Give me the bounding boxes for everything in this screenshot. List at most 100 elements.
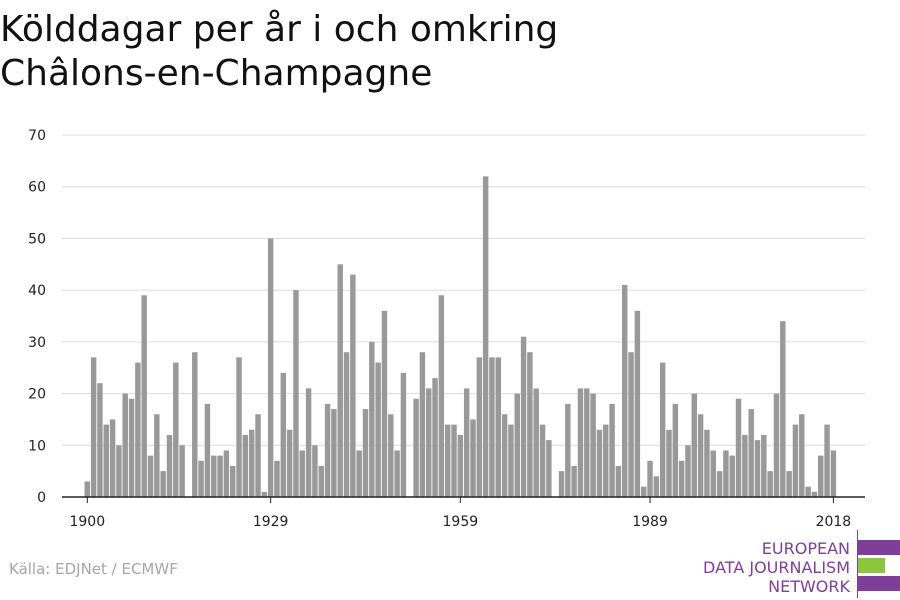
bar-2012 — [792, 424, 799, 497]
bar-1976 — [565, 403, 571, 497]
bar-1928 — [261, 491, 268, 497]
bar-1994 — [678, 460, 685, 497]
chart-title: Kölddagar per år i och omkring Châlons-e… — [0, 8, 558, 96]
bar-2014 — [805, 486, 811, 497]
bar-1975 — [558, 471, 565, 497]
bar-1993 — [672, 403, 679, 497]
y-axis: 0 10 20 30 40 50 60 70 — [28, 128, 46, 506]
x-tick-label-2018: 2018 — [816, 514, 852, 530]
y-tick-label-30: 30 — [28, 335, 46, 351]
bar-1968 — [514, 393, 520, 497]
bar-1931 — [280, 372, 287, 497]
bar-1911 — [154, 414, 160, 497]
y-tick-label-10: 10 — [28, 438, 46, 454]
bar-1919 — [204, 403, 211, 497]
bar-1984 — [615, 465, 622, 497]
bar-1982 — [603, 424, 609, 497]
bar-2001 — [723, 450, 729, 497]
x-tick-label-1959: 1959 — [443, 514, 479, 530]
bar-1945 — [369, 341, 375, 497]
bar-1956 — [438, 295, 445, 497]
bar-1978 — [577, 388, 584, 497]
bar-1926 — [248, 429, 255, 497]
bar-2009 — [773, 393, 780, 497]
bar-1940 — [337, 264, 343, 497]
logo-bar-bottom — [858, 576, 900, 591]
bar-1933 — [293, 290, 299, 497]
bar-2005 — [748, 409, 754, 497]
bar-2000 — [716, 471, 723, 497]
bar-1995 — [685, 445, 691, 497]
bar-1970 — [527, 352, 533, 497]
bar-2011 — [786, 471, 792, 497]
bar-2004 — [742, 434, 748, 497]
bar-1908 — [135, 362, 141, 497]
bar-1924 — [236, 357, 242, 497]
bar-2003 — [735, 398, 742, 497]
bar-1917 — [192, 352, 198, 497]
x-axis: 1900 1929 1959 1989 2018 — [62, 496, 865, 530]
y-tick-label-60: 60 — [28, 180, 46, 196]
bar-1900 — [84, 481, 91, 497]
bar-1912 — [160, 471, 166, 497]
bar-1954 — [426, 388, 432, 497]
bar-1937 — [318, 465, 324, 497]
bar-1938 — [324, 403, 331, 497]
bar-1932 — [286, 429, 293, 497]
bar-1989 — [647, 460, 653, 497]
logo-text-network: NETWORK — [768, 577, 850, 596]
bar-1915 — [179, 445, 185, 497]
bar-1967 — [508, 424, 514, 497]
y-tick-label-70: 70 — [28, 128, 46, 144]
bar-1939 — [331, 409, 337, 497]
bar-1943 — [356, 450, 362, 497]
bar-1996 — [691, 393, 697, 497]
bar-2013 — [799, 414, 805, 497]
bar-1948 — [388, 414, 394, 497]
bar-1964 — [489, 357, 495, 497]
bar-1920 — [211, 455, 217, 497]
bar-1965 — [495, 357, 501, 497]
bar-1902 — [97, 383, 103, 497]
logo-text-data-journalism: DATA JOURNALISM — [703, 558, 850, 577]
bar-2010 — [780, 321, 786, 497]
bar-1909 — [141, 295, 147, 497]
bar-1923 — [230, 465, 236, 497]
bar-1971 — [533, 388, 539, 497]
bar-1960 — [463, 388, 470, 497]
bar-1988 — [640, 486, 647, 497]
bar-1992 — [666, 429, 672, 497]
bar-2017 — [824, 424, 830, 497]
title-line-1: Kölddagar per år i och omkring — [0, 9, 559, 50]
bar-1966 — [501, 414, 508, 497]
bar-1936 — [312, 445, 318, 497]
y-tick-label-20: 20 — [28, 387, 46, 403]
bar-1952 — [413, 398, 419, 497]
bar-1980 — [590, 393, 596, 497]
logo-text-european: EUROPEAN — [761, 539, 850, 558]
bar-1925 — [242, 434, 249, 497]
bar-1906 — [122, 393, 128, 497]
y-tick-label-0: 0 — [37, 490, 46, 506]
bar-1969 — [520, 336, 527, 497]
y-tick-label-40: 40 — [28, 283, 46, 299]
bar-chart: 0 10 20 30 40 50 60 70 1900 1929 1959 1989 2018 — [28, 128, 865, 530]
bar-1918 — [198, 460, 204, 497]
bar-1981 — [596, 429, 603, 497]
bar-1947 — [381, 310, 388, 497]
bar-1922 — [223, 450, 230, 497]
x-tick-label-1989: 1989 — [632, 514, 668, 530]
bar-1927 — [255, 414, 261, 497]
bar-1985 — [622, 284, 628, 497]
bar-1987 — [634, 310, 641, 497]
bar-1903 — [103, 424, 109, 497]
bar-1901 — [90, 357, 97, 497]
bar-1910 — [147, 455, 154, 497]
bar-2015 — [811, 491, 818, 497]
bar-1979 — [584, 388, 590, 497]
edjnet-logo[interactable]: EUROPEAN DATA JOURNALISM NETWORK — [700, 530, 900, 600]
bar-1946 — [375, 362, 381, 497]
x-tick-label-1929: 1929 — [253, 514, 289, 530]
bar-2016 — [818, 455, 824, 497]
bar-1935 — [305, 388, 312, 497]
